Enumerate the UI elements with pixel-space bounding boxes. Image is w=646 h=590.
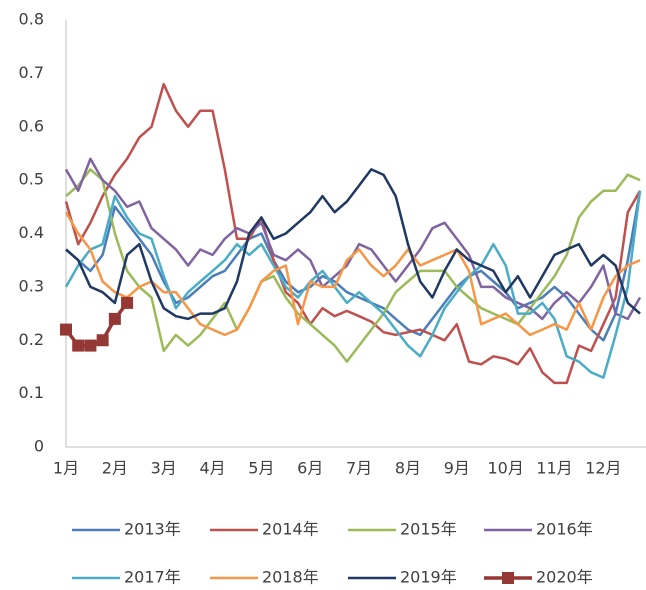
y-tick-label: 0 bbox=[34, 437, 44, 456]
y-tick-label: 0.6 bbox=[19, 116, 44, 135]
series-line bbox=[65, 168, 641, 363]
x-tick-label: 2月 bbox=[102, 459, 128, 478]
series-line bbox=[65, 190, 642, 342]
series-line bbox=[64, 190, 642, 379]
x-tick-label: 11月 bbox=[536, 459, 572, 478]
marker bbox=[72, 339, 85, 352]
legend-label: 2019年 bbox=[400, 568, 457, 587]
series-line bbox=[65, 168, 641, 321]
legend-label: 2013年 bbox=[124, 520, 181, 539]
x-tick-label: 4月 bbox=[199, 459, 225, 478]
marker bbox=[121, 296, 134, 309]
y-tick-label: 0.3 bbox=[19, 276, 44, 295]
x-tick-label: 5月 bbox=[248, 459, 274, 478]
legend-label: 2017年 bbox=[124, 568, 181, 587]
x-tick-label: 8月 bbox=[395, 459, 421, 478]
x-tick-label: 9月 bbox=[444, 459, 470, 478]
marker bbox=[60, 323, 72, 336]
marker bbox=[108, 312, 121, 325]
legend-marker bbox=[502, 572, 514, 584]
legend-label: 2018年 bbox=[262, 568, 319, 587]
y-tick-label: 0.7 bbox=[19, 63, 44, 82]
series-line bbox=[64, 211, 641, 337]
x-tick-label: 10月 bbox=[487, 459, 523, 478]
x-tick-label: 1月 bbox=[53, 459, 79, 478]
x-tick-label: 6月 bbox=[297, 459, 323, 478]
legend-label: 2015年 bbox=[400, 520, 457, 539]
y-tick-label: 0.1 bbox=[19, 383, 44, 402]
legend-label: 2016年 bbox=[536, 520, 593, 539]
x-tick-label: 12月 bbox=[585, 459, 621, 478]
y-tick-label: 0.8 bbox=[19, 10, 44, 29]
y-tick-label: 0.2 bbox=[19, 330, 44, 349]
marker bbox=[96, 334, 109, 347]
marker bbox=[84, 339, 97, 352]
y-tick-label: 0.5 bbox=[19, 170, 44, 189]
series-line bbox=[64, 82, 642, 385]
legend-label: 2020年 bbox=[536, 568, 593, 587]
x-tick-label: 3月 bbox=[151, 459, 177, 478]
y-tick-label: 0.4 bbox=[19, 223, 44, 242]
legend-label: 2014年 bbox=[262, 520, 319, 539]
x-tick-label: 7月 bbox=[346, 459, 372, 478]
